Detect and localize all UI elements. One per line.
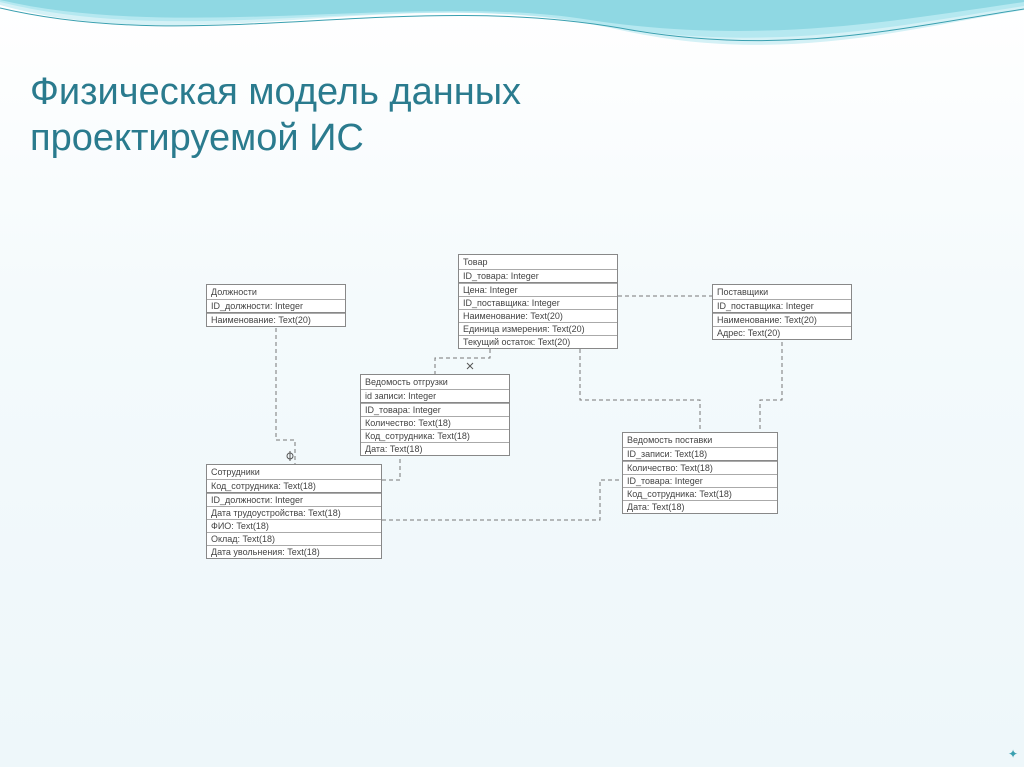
entity-pk-row: ID_записи: Text(18) — [623, 447, 777, 460]
entity-attr-row: Количество: Text(18) — [623, 461, 777, 474]
entity-attr-row: ID_товара: Integer — [361, 403, 509, 416]
entity-attr-row: ФИО: Text(18) — [207, 519, 381, 532]
entity-postavshiki: ПоставщикиID_поставщика: IntegerНаименов… — [712, 284, 852, 340]
entity-attr-row: Дата увольнения: Text(18) — [207, 545, 381, 558]
entity-attr-row: Код_сотрудника: Text(18) — [361, 429, 509, 442]
entity-attr-row: Текущий остаток: Text(20) — [459, 335, 617, 348]
entity-vedomost_postavki: Ведомость поставкиID_записи: Text(18)Кол… — [622, 432, 778, 514]
connector — [580, 342, 700, 432]
entity-attr-row: Наименование: Text(20) — [459, 309, 617, 322]
entity-pk-row: ID_должности: Integer — [207, 299, 345, 312]
entity-attr-row: Наименование: Text(20) — [207, 313, 345, 326]
entity-attr-row: Единица измерения: Text(20) — [459, 322, 617, 335]
wave-decoration — [0, 0, 1024, 80]
entity-name: Сотрудники — [207, 465, 381, 479]
entity-name: Товар — [459, 255, 617, 269]
entity-name: Ведомость отгрузки — [361, 375, 509, 389]
entity-name: Должности — [207, 285, 345, 299]
entity-attr-row: ID_поставщика: Integer — [459, 296, 617, 309]
entity-pk-row: ID_товара: Integer — [459, 269, 617, 282]
entity-pk-row: ID_поставщика: Integer — [713, 299, 851, 312]
entity-attr-row: Дата: Text(18) — [361, 442, 509, 455]
entity-name: Поставщики — [713, 285, 851, 299]
entity-attr-row: Количество: Text(18) — [361, 416, 509, 429]
entity-attr-row: Наименование: Text(20) — [713, 313, 851, 326]
entity-attr-row: Дата трудоустройства: Text(18) — [207, 506, 381, 519]
entity-dolzhnosti: ДолжностиID_должности: IntegerНаименован… — [206, 284, 346, 327]
entity-vedomost_otgruzki: Ведомость отгрузкиid записи: IntegerID_т… — [360, 374, 510, 456]
entity-attr-row: ID_должности: Integer — [207, 493, 381, 506]
entity-attr-row: Дата: Text(18) — [623, 500, 777, 513]
entity-attr-row: ID_товара: Integer — [623, 474, 777, 487]
connector — [382, 455, 400, 480]
entity-attr-row: Оклад: Text(18) — [207, 532, 381, 545]
connector — [276, 328, 295, 464]
relation-marker — [467, 363, 473, 369]
slide-title: Физическая модель данных проектируемой И… — [30, 70, 521, 161]
entity-tovar: ТоварID_товара: IntegerЦена: IntegerID_п… — [458, 254, 618, 349]
connector — [760, 335, 782, 432]
connector — [382, 480, 622, 520]
entity-pk-row: Код_сотрудника: Text(18) — [207, 479, 381, 492]
entity-sotrudniki: СотрудникиКод_сотрудника: Text(18)ID_дол… — [206, 464, 382, 559]
entity-name: Ведомость поставки — [623, 433, 777, 447]
entity-pk-row: id записи: Integer — [361, 389, 509, 402]
entity-attr-row: Адрес: Text(20) — [713, 326, 851, 339]
entity-attr-row: Код_сотрудника: Text(18) — [623, 487, 777, 500]
relation-marker — [287, 451, 293, 461]
entity-attr-row: Цена: Integer — [459, 283, 617, 296]
corner-decoration: ✦ — [1008, 747, 1018, 761]
